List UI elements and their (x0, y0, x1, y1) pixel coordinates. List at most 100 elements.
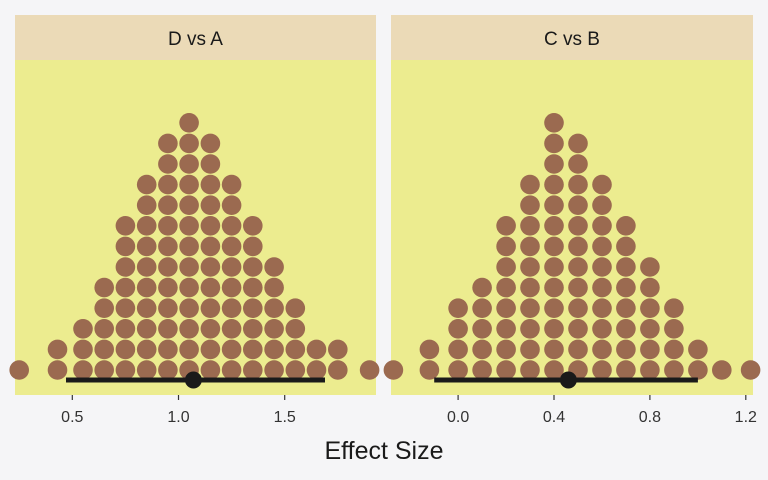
dot-point (179, 113, 199, 133)
dot-point (243, 319, 263, 339)
dot-point (73, 360, 93, 380)
dot-point (640, 360, 660, 380)
dot-point (592, 319, 612, 339)
dot-point (664, 319, 684, 339)
dot-point (520, 257, 540, 277)
facet-strip (15, 15, 376, 60)
point-estimate (559, 371, 577, 389)
x-tick-label: 0.0 (447, 409, 469, 426)
dot-point (73, 319, 93, 339)
dot-point (285, 360, 306, 380)
dot-point (664, 298, 684, 319)
dot-point (520, 298, 540, 319)
x-tick-label: 0.5 (61, 409, 83, 426)
facet-title: D vs A (168, 29, 223, 50)
dot-point (544, 113, 564, 133)
dot-point (568, 174, 588, 195)
dot-point (496, 236, 516, 257)
dot-point (221, 174, 242, 195)
dot-point (496, 298, 516, 319)
dot-point (544, 195, 564, 215)
dot-point (200, 174, 221, 195)
dot-point (359, 360, 380, 380)
dot-point (448, 319, 468, 339)
dot-point (264, 298, 284, 319)
dot-point (179, 277, 199, 298)
x-axis: 0.5 1.0 1.5 (61, 395, 296, 426)
dot-point (544, 174, 564, 195)
dot-point (179, 298, 199, 319)
dot-point (616, 216, 636, 236)
dot-point (47, 339, 68, 360)
dot-point (243, 236, 263, 257)
dot-point (221, 195, 242, 215)
dot-point (158, 174, 178, 195)
dot-point (544, 154, 564, 174)
dot-point (94, 319, 114, 339)
dot-point (136, 277, 157, 298)
dot-point (306, 339, 327, 360)
dot-point (592, 174, 612, 195)
dot-point (472, 298, 492, 319)
dot-point (179, 154, 199, 174)
dot-point (264, 360, 284, 380)
dot-point (568, 154, 588, 174)
dot-point (94, 339, 114, 360)
dot-point (496, 216, 516, 236)
dot-point (496, 319, 516, 339)
dot-point (664, 360, 684, 380)
dot-point (592, 216, 612, 236)
dot-point (221, 339, 242, 360)
dot-point (616, 339, 636, 360)
dot-point (544, 216, 564, 236)
dot-point (472, 339, 492, 360)
dot-point (520, 195, 540, 215)
dot-point (94, 298, 114, 319)
dot-point (448, 339, 468, 360)
dot-point (616, 298, 636, 319)
dot-point (136, 319, 157, 339)
dot-point (544, 236, 564, 257)
dot-point (115, 319, 136, 339)
dot-point (688, 360, 708, 380)
dot-point (243, 257, 263, 277)
dot-point (328, 339, 348, 360)
x-axis-title: Effect Size (324, 437, 443, 465)
facet-c-vs-b: C vs B 0.0 0.4 0.8 1.2 (383, 15, 761, 426)
dot-point (419, 339, 440, 360)
dot-point (158, 195, 178, 215)
dot-point (200, 133, 221, 154)
dot-point (640, 339, 660, 360)
dot-point (179, 339, 199, 360)
x-tick-label: 1.0 (167, 409, 189, 426)
dot-point (179, 236, 199, 257)
dot-point (47, 360, 68, 380)
dot-point (243, 277, 263, 298)
dot-point (221, 277, 242, 298)
dot-point (616, 319, 636, 339)
dot-point (544, 257, 564, 277)
dot-point (115, 277, 136, 298)
dot-point (568, 236, 588, 257)
dot-point (496, 257, 516, 277)
dot-point (158, 257, 178, 277)
dot-point (568, 277, 588, 298)
dot-point (243, 216, 263, 236)
dot-point (200, 298, 221, 319)
x-tick-label: 1.2 (735, 409, 757, 426)
dot-point (544, 339, 564, 360)
dot-point (544, 360, 564, 380)
dot-point (179, 257, 199, 277)
dot-point (568, 257, 588, 277)
dot-point (472, 360, 492, 380)
dot-point (640, 277, 660, 298)
dot-point (136, 236, 157, 257)
dot-point (243, 298, 263, 319)
dot-point (179, 319, 199, 339)
dot-point (568, 339, 588, 360)
dot-point (306, 360, 327, 380)
dot-point (179, 133, 199, 154)
facet-d-vs-a: D vs A 0.5 1.0 1.5 (9, 15, 380, 426)
dot-point (158, 236, 178, 257)
